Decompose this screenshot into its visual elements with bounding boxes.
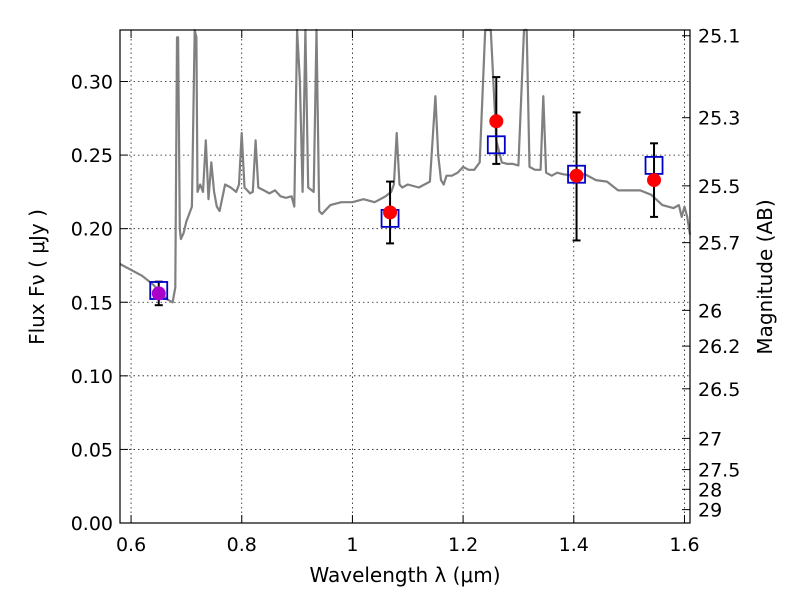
magnitude-axis-label: Magnitude (AB) xyxy=(753,199,777,354)
observed-point xyxy=(489,114,504,129)
model-spectrum xyxy=(119,28,692,304)
magnitude-tick-label: 29 xyxy=(698,500,722,522)
plot-frame xyxy=(119,29,691,524)
x-tick-label: 0.6 xyxy=(116,534,146,556)
error-bars xyxy=(154,76,659,307)
x-axis-ticks: 0.6 0.8 1 1.2 1.4 1.6 xyxy=(116,30,700,556)
model-photometry-markers xyxy=(149,135,664,300)
observed-point xyxy=(569,168,584,183)
observed-photometry-markers xyxy=(151,114,662,301)
magnitude-tick-label: 28 xyxy=(698,479,722,501)
y-tick-label: 0.05 xyxy=(71,439,113,461)
x-tick-label: 1.2 xyxy=(448,534,478,556)
magnitude-tick-label: 26 xyxy=(698,300,722,322)
magnitude-tick-label: 25.1 xyxy=(698,26,740,48)
model-photometry-point xyxy=(567,164,586,184)
magnitude-tick-label: 25.7 xyxy=(698,233,740,255)
y-tick-label: 0.25 xyxy=(71,145,113,167)
x-tick-label: 1.4 xyxy=(559,534,589,556)
x-tick-label: 0.8 xyxy=(227,534,257,556)
x-axis-label: Wavelength λ (μm) xyxy=(309,563,500,587)
magnitude-tick-label: 27 xyxy=(698,428,722,450)
magnitude-tick-label: 26.2 xyxy=(698,336,740,358)
y-axis-label: Flux Fν ( μJy ) xyxy=(25,209,49,345)
grid xyxy=(120,30,690,523)
magnitude-tick-label: 26.5 xyxy=(698,379,740,401)
magnitude-tick-label: 25.3 xyxy=(698,108,740,130)
y-tick-label: 0.15 xyxy=(71,292,113,314)
magnitude-tick-label: 25.5 xyxy=(698,176,740,198)
y-axis-ticks: 0.00 0.05 0.10 0.15 0.20 0.25 0.30 xyxy=(71,72,128,535)
x-tick-label: 1 xyxy=(346,534,358,556)
observed-point xyxy=(647,173,662,188)
y-tick-label: 0.10 xyxy=(71,366,113,388)
y-tick-label: 0.30 xyxy=(71,72,113,94)
observed-point xyxy=(383,205,398,220)
model-photometry-point xyxy=(486,135,506,155)
x-tick-label: 1.6 xyxy=(669,534,699,556)
y-tick-label: 0.00 xyxy=(71,513,113,535)
observed-point xyxy=(151,286,166,301)
magnitude-tick-label: 27.5 xyxy=(698,460,740,482)
model-spectrum-line xyxy=(119,28,692,304)
y-tick-label: 0.20 xyxy=(71,219,113,241)
